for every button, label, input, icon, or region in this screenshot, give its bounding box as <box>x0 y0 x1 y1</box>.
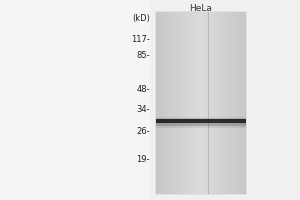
Bar <box>224 12 225 194</box>
Bar <box>198 12 200 194</box>
Bar <box>156 126 246 128</box>
Bar <box>184 12 186 194</box>
Bar <box>180 12 182 194</box>
Bar <box>243 12 244 194</box>
Bar <box>190 12 192 194</box>
Text: 26-: 26- <box>136 127 150 136</box>
Bar <box>158 12 159 194</box>
Bar <box>222 12 224 194</box>
Bar <box>202 12 204 194</box>
Bar <box>165 12 166 194</box>
Bar <box>226 12 228 194</box>
Bar <box>178 12 180 194</box>
Bar <box>194 12 195 194</box>
Bar <box>230 12 231 194</box>
Bar <box>162 12 164 194</box>
Bar <box>234 12 236 194</box>
Bar <box>225 12 226 194</box>
Bar <box>240 12 242 194</box>
Bar <box>242 12 243 194</box>
Bar <box>200 12 201 194</box>
Bar <box>0 0 150 200</box>
Bar <box>232 12 234 194</box>
Bar <box>168 12 170 194</box>
Bar <box>167 12 168 194</box>
Text: (kD): (kD) <box>132 14 150 22</box>
Bar <box>182 12 183 194</box>
Bar <box>246 0 300 200</box>
Text: HeLa: HeLa <box>190 4 212 13</box>
Bar <box>186 12 188 194</box>
Bar <box>164 12 165 194</box>
Bar <box>237 12 238 194</box>
Text: 85-: 85- <box>136 51 150 60</box>
Bar <box>160 12 162 194</box>
Bar <box>159 12 160 194</box>
Bar <box>238 12 240 194</box>
Bar <box>236 12 237 194</box>
Bar <box>196 12 198 194</box>
Text: 34-: 34- <box>136 104 150 114</box>
Bar <box>171 12 172 194</box>
Bar <box>216 12 218 194</box>
Bar <box>169 12 171 194</box>
Bar <box>172 12 174 194</box>
Bar <box>156 117 246 118</box>
Bar <box>244 12 246 194</box>
Bar <box>156 122 246 126</box>
Bar <box>214 12 216 194</box>
Bar <box>213 12 214 194</box>
Text: 117-: 117- <box>131 36 150 45</box>
Text: 48-: 48- <box>136 85 150 94</box>
Bar <box>218 12 219 194</box>
Bar <box>174 12 176 194</box>
Bar <box>228 12 230 194</box>
Text: 19-: 19- <box>136 156 150 164</box>
Bar <box>195 12 196 194</box>
Bar <box>176 12 177 194</box>
Bar <box>220 12 222 194</box>
Bar <box>189 12 190 194</box>
Bar <box>156 119 246 123</box>
Bar <box>201 12 202 194</box>
Bar <box>208 12 210 194</box>
Bar <box>204 12 206 194</box>
Bar <box>188 12 189 194</box>
Bar <box>207 12 208 194</box>
Bar <box>156 12 246 194</box>
Bar <box>210 12 212 194</box>
Bar <box>192 12 194 194</box>
Bar <box>177 12 178 194</box>
Bar <box>206 12 207 194</box>
Bar <box>231 12 232 194</box>
Bar <box>156 118 246 121</box>
Bar <box>156 12 158 194</box>
Bar <box>183 12 184 194</box>
Bar <box>219 12 220 194</box>
Bar <box>212 12 213 194</box>
